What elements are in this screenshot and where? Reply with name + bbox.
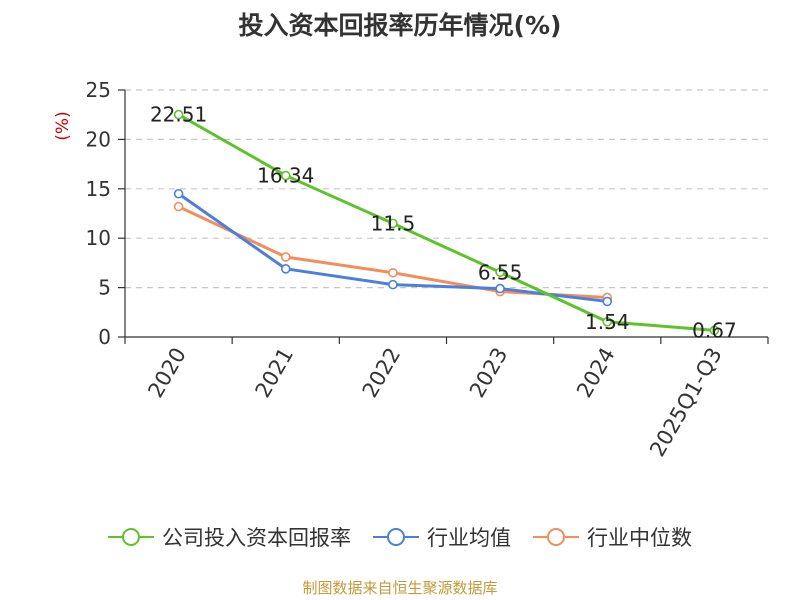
y-axis-label: (%): [53, 111, 73, 140]
y-tick-label: 20: [86, 127, 111, 151]
chart-legend: 公司投入资本回报率 行业均值 行业中位数: [0, 520, 800, 554]
data-point: [388, 218, 398, 229]
chart-title: 投入资本回报率历年情况(%): [238, 11, 562, 40]
y-tick-label: 25: [86, 78, 111, 102]
data-point: [602, 316, 613, 327]
series-line-0: [177, 113, 715, 332]
y-tick-label: 5: [98, 276, 111, 300]
legend-item[interactable]: 公司投入资本回报率: [108, 522, 351, 552]
data-point: [709, 325, 720, 336]
data-point: [173, 188, 184, 199]
data-point: [280, 252, 291, 262]
legend-marker-icon: [108, 528, 154, 546]
data-point: [280, 170, 291, 181]
x-tick-label: 2025Q1-Q3: [645, 344, 727, 461]
legend-marker-icon: [373, 528, 419, 546]
x-tick-label: 2020: [143, 344, 191, 402]
legend-item[interactable]: 行业均值: [373, 522, 511, 552]
data-point: [388, 279, 398, 290]
data-point: [173, 201, 184, 212]
data-point: [388, 267, 398, 278]
x-tick-label: 2023: [465, 344, 513, 402]
legend-marker-icon: [533, 528, 579, 546]
data-label: 16.34: [257, 164, 314, 188]
legend-label: 行业均值: [427, 526, 511, 550]
y-tick-label: 15: [86, 177, 111, 201]
y-tick-label: 0: [98, 325, 111, 349]
data-point: [280, 264, 291, 274]
data-point: [602, 296, 613, 307]
legend-label: 公司投入资本回报率: [162, 526, 351, 550]
data-label: 0.67: [692, 318, 737, 342]
x-tick-label: 2022: [358, 344, 406, 402]
legend-label: 行业中位数: [587, 526, 692, 550]
x-tick-label: 2021: [251, 344, 299, 402]
data-point: [173, 109, 184, 120]
data-point: [495, 267, 505, 278]
data-point: [495, 283, 505, 294]
y-tick-label: 10: [86, 226, 111, 250]
source-note: 制图数据来自恒生聚源数据库: [302, 579, 498, 597]
data-label: 11.5: [371, 211, 416, 235]
x-tick-label: 2024: [572, 344, 620, 402]
data-label: 6.55: [478, 260, 523, 284]
data-label: 1.54: [585, 310, 630, 334]
data-label: 22.51: [150, 103, 207, 127]
legend-item[interactable]: 行业中位数: [533, 522, 692, 552]
